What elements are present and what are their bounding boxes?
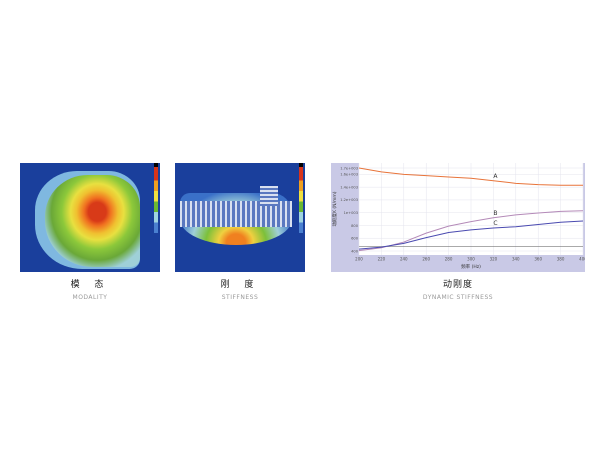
modality-title: 模 态 — [70, 280, 110, 290]
series-label-B: B — [493, 210, 497, 217]
color-legend — [154, 163, 158, 233]
series-line-B — [358, 210, 584, 252]
stiffness-title: 刚 度 — [220, 280, 260, 290]
modality-subtitle: MODALITY — [72, 294, 108, 301]
series-label-C: C — [493, 220, 497, 227]
stiffness-image — [175, 163, 305, 272]
y-axis-label: 动刚度K (N/mm) — [331, 191, 338, 226]
x-tick-label: 380 — [557, 257, 565, 262]
series-line-C — [358, 220, 584, 250]
x-tick-label: 220 — [378, 257, 386, 262]
dynamic-stiffness-subtitle: DYNAMIC STIFFNESS — [422, 294, 494, 301]
x-tick-label: 280 — [445, 257, 453, 262]
y-tick-label: 1.6e+003 — [340, 173, 358, 177]
dynamic-stiffness-chart: 200 220 240 260 280 300 320 340 360 380 400 1.7e+00… — [331, 163, 587, 272]
x-tick-label: 360 — [534, 257, 542, 262]
y-tick-label: 1e+003 — [344, 211, 358, 215]
y-tick-label: 1.7e+003 — [340, 166, 358, 170]
color-legend — [299, 163, 303, 233]
x-tick-label: 240 — [400, 257, 408, 262]
dynamic-stiffness-title: 动刚度 — [442, 280, 473, 290]
x-tick-label: 400 — [579, 257, 585, 262]
y-tick-label: 400 — [351, 249, 359, 253]
x-tick-label: 200 — [355, 257, 363, 262]
series-line-A — [358, 167, 583, 186]
x-tick-label: 320 — [490, 257, 498, 262]
y-tick-label: 600 — [351, 237, 359, 241]
y-tick-label: 800 — [351, 224, 359, 228]
modality-image — [20, 163, 160, 272]
series-label-A: A — [493, 173, 498, 180]
x-tick-label: 300 — [467, 257, 475, 262]
x-axis-label: 频率 (Hz) — [461, 263, 481, 270]
x-tick-label: 260 — [422, 257, 430, 262]
y-tick-label: 1.4e+003 — [340, 185, 358, 189]
stiffness-subtitle: STIFFNESS — [221, 294, 259, 301]
y-tick-label: 1.2e+003 — [340, 198, 358, 202]
x-tick-label: 340 — [512, 257, 520, 262]
